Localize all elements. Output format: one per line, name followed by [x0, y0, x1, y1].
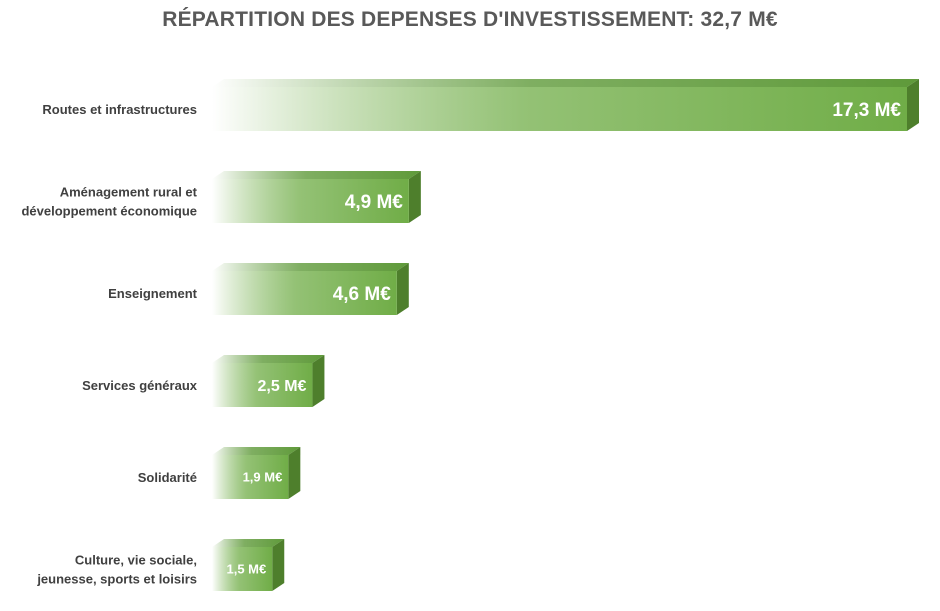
bar-top-face	[212, 539, 285, 547]
bar-group: 17,3 M€ Routes et infrastructures	[42, 79, 919, 131]
bar-side-face	[288, 447, 301, 499]
bar-group: 1,5 M€ Culture, vie sociale, jeunesse, spo…	[36, 539, 285, 591]
bar	[212, 547, 273, 591]
category-label: Services généraux	[82, 378, 198, 393]
category-label-line: Solidarité	[138, 470, 197, 485]
category-label-line: développement économique	[21, 204, 197, 219]
bar-side-face	[312, 355, 325, 407]
bar-value-label: 2,5 M€	[258, 378, 307, 395]
bar-top-face	[212, 355, 325, 363]
bar	[212, 179, 409, 223]
bar-side-face	[408, 171, 421, 223]
bar-top-face	[212, 171, 421, 179]
category-label: Routes et infrastructures	[42, 102, 197, 117]
bar-value-label: 4,9 M€	[345, 192, 404, 213]
bar	[212, 271, 397, 315]
bar	[212, 363, 313, 407]
category-label-line: jeunesse, sports et loisirs	[36, 572, 197, 587]
category-label: Culture, vie sociale, jeunesse, sports et…	[36, 553, 197, 587]
bar	[212, 87, 907, 131]
category-label: Aménagement rural et développement économ…	[21, 185, 197, 219]
bar-value-label: 1,9 M€	[243, 470, 283, 485]
bar-side-face	[272, 539, 285, 591]
bar-value-label: 4,6 M€	[333, 284, 392, 305]
bar-value-label: 1,5 M€	[227, 562, 267, 577]
category-label-line: Services généraux	[82, 378, 198, 393]
category-label: Enseignement	[108, 286, 198, 301]
bar	[212, 455, 289, 499]
bar-side-face	[396, 263, 409, 315]
bar-group: 4,9 M€ Aménagement rural et développement …	[21, 171, 421, 223]
chart-title: RÉPARTITION DES DEPENSES D'INVESTISSEMEN…	[162, 8, 778, 31]
category-label-line: Enseignement	[108, 286, 198, 301]
bar-group: 2,5 M€ Services généraux	[82, 355, 325, 407]
bar-top-face	[212, 79, 919, 87]
category-label-line: Routes et infrastructures	[42, 102, 197, 117]
category-label-line: Aménagement rural et	[60, 185, 198, 200]
bar-group: 1,9 M€ Solidarité	[138, 447, 301, 499]
category-label: Solidarité	[138, 470, 197, 485]
bar-group: 4,6 M€ Enseignement	[108, 263, 409, 315]
category-label-line: Culture, vie sociale,	[75, 553, 197, 568]
bar-top-face	[212, 263, 409, 271]
bar-value-label: 17,3 M€	[832, 100, 901, 121]
bar-top-face	[212, 447, 301, 455]
bar-side-face	[907, 79, 919, 131]
